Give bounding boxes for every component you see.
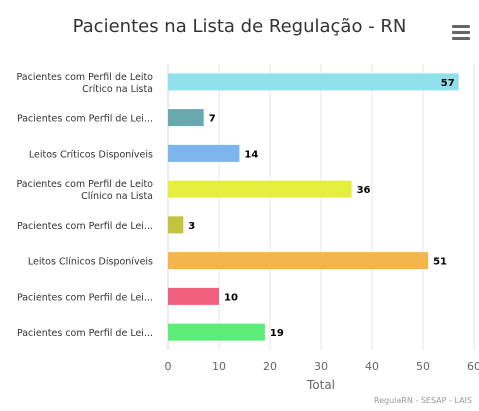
category-label: Leitos Clínicos Disponíveis	[28, 257, 153, 268]
x-tick-label: 60	[467, 360, 479, 373]
bar	[168, 252, 429, 270]
menu-line	[452, 37, 470, 40]
category-label: Pacientes com Perfil de Leito	[16, 179, 153, 190]
bar	[168, 73, 459, 91]
bar	[168, 144, 240, 162]
x-axis-title: Total	[306, 378, 335, 392]
category-label: Pacientes com Perfil de Lei...	[17, 292, 153, 303]
data-label: 36	[357, 185, 371, 196]
category-label: Leitos Críticos Disponíveis	[29, 149, 153, 160]
category-label: Pacientes com Perfil de Leito	[16, 72, 153, 83]
x-tick-label: 20	[263, 360, 277, 373]
data-label: 10	[224, 292, 238, 303]
category-label: Pacientes com Perfil de Lei...	[17, 114, 153, 125]
category-label: Crítico na Lista	[82, 84, 153, 95]
data-label: 7	[209, 114, 216, 125]
bar	[168, 216, 184, 234]
x-tick-label: 50	[416, 360, 430, 373]
bar	[168, 109, 204, 127]
data-label: 19	[270, 328, 284, 339]
x-tick-label: 40	[365, 360, 379, 373]
data-label: 57	[441, 78, 455, 89]
x-tick-label: 30	[314, 360, 328, 373]
hamburger-menu-icon[interactable]	[452, 25, 470, 41]
menu-line	[452, 25, 470, 28]
bar	[168, 323, 265, 341]
bar	[168, 287, 219, 305]
data-label: 51	[433, 257, 447, 268]
credits-text[interactable]: RegulaRN - SESAP - LAIS	[373, 396, 472, 405]
x-tick-label: 0	[165, 360, 172, 373]
data-label: 3	[188, 221, 195, 232]
category-label: Clínico na Lista	[81, 191, 153, 202]
x-tick-label: 10	[212, 360, 226, 373]
chart-title: Pacientes na Lista de Regulação - RN	[72, 16, 407, 37]
category-label: Pacientes com Perfil de Lei...	[17, 328, 153, 339]
category-label: Pacientes com Perfil de Lei...	[17, 221, 153, 232]
bar	[168, 180, 352, 198]
data-label: 14	[244, 149, 258, 160]
menu-line	[452, 31, 470, 34]
